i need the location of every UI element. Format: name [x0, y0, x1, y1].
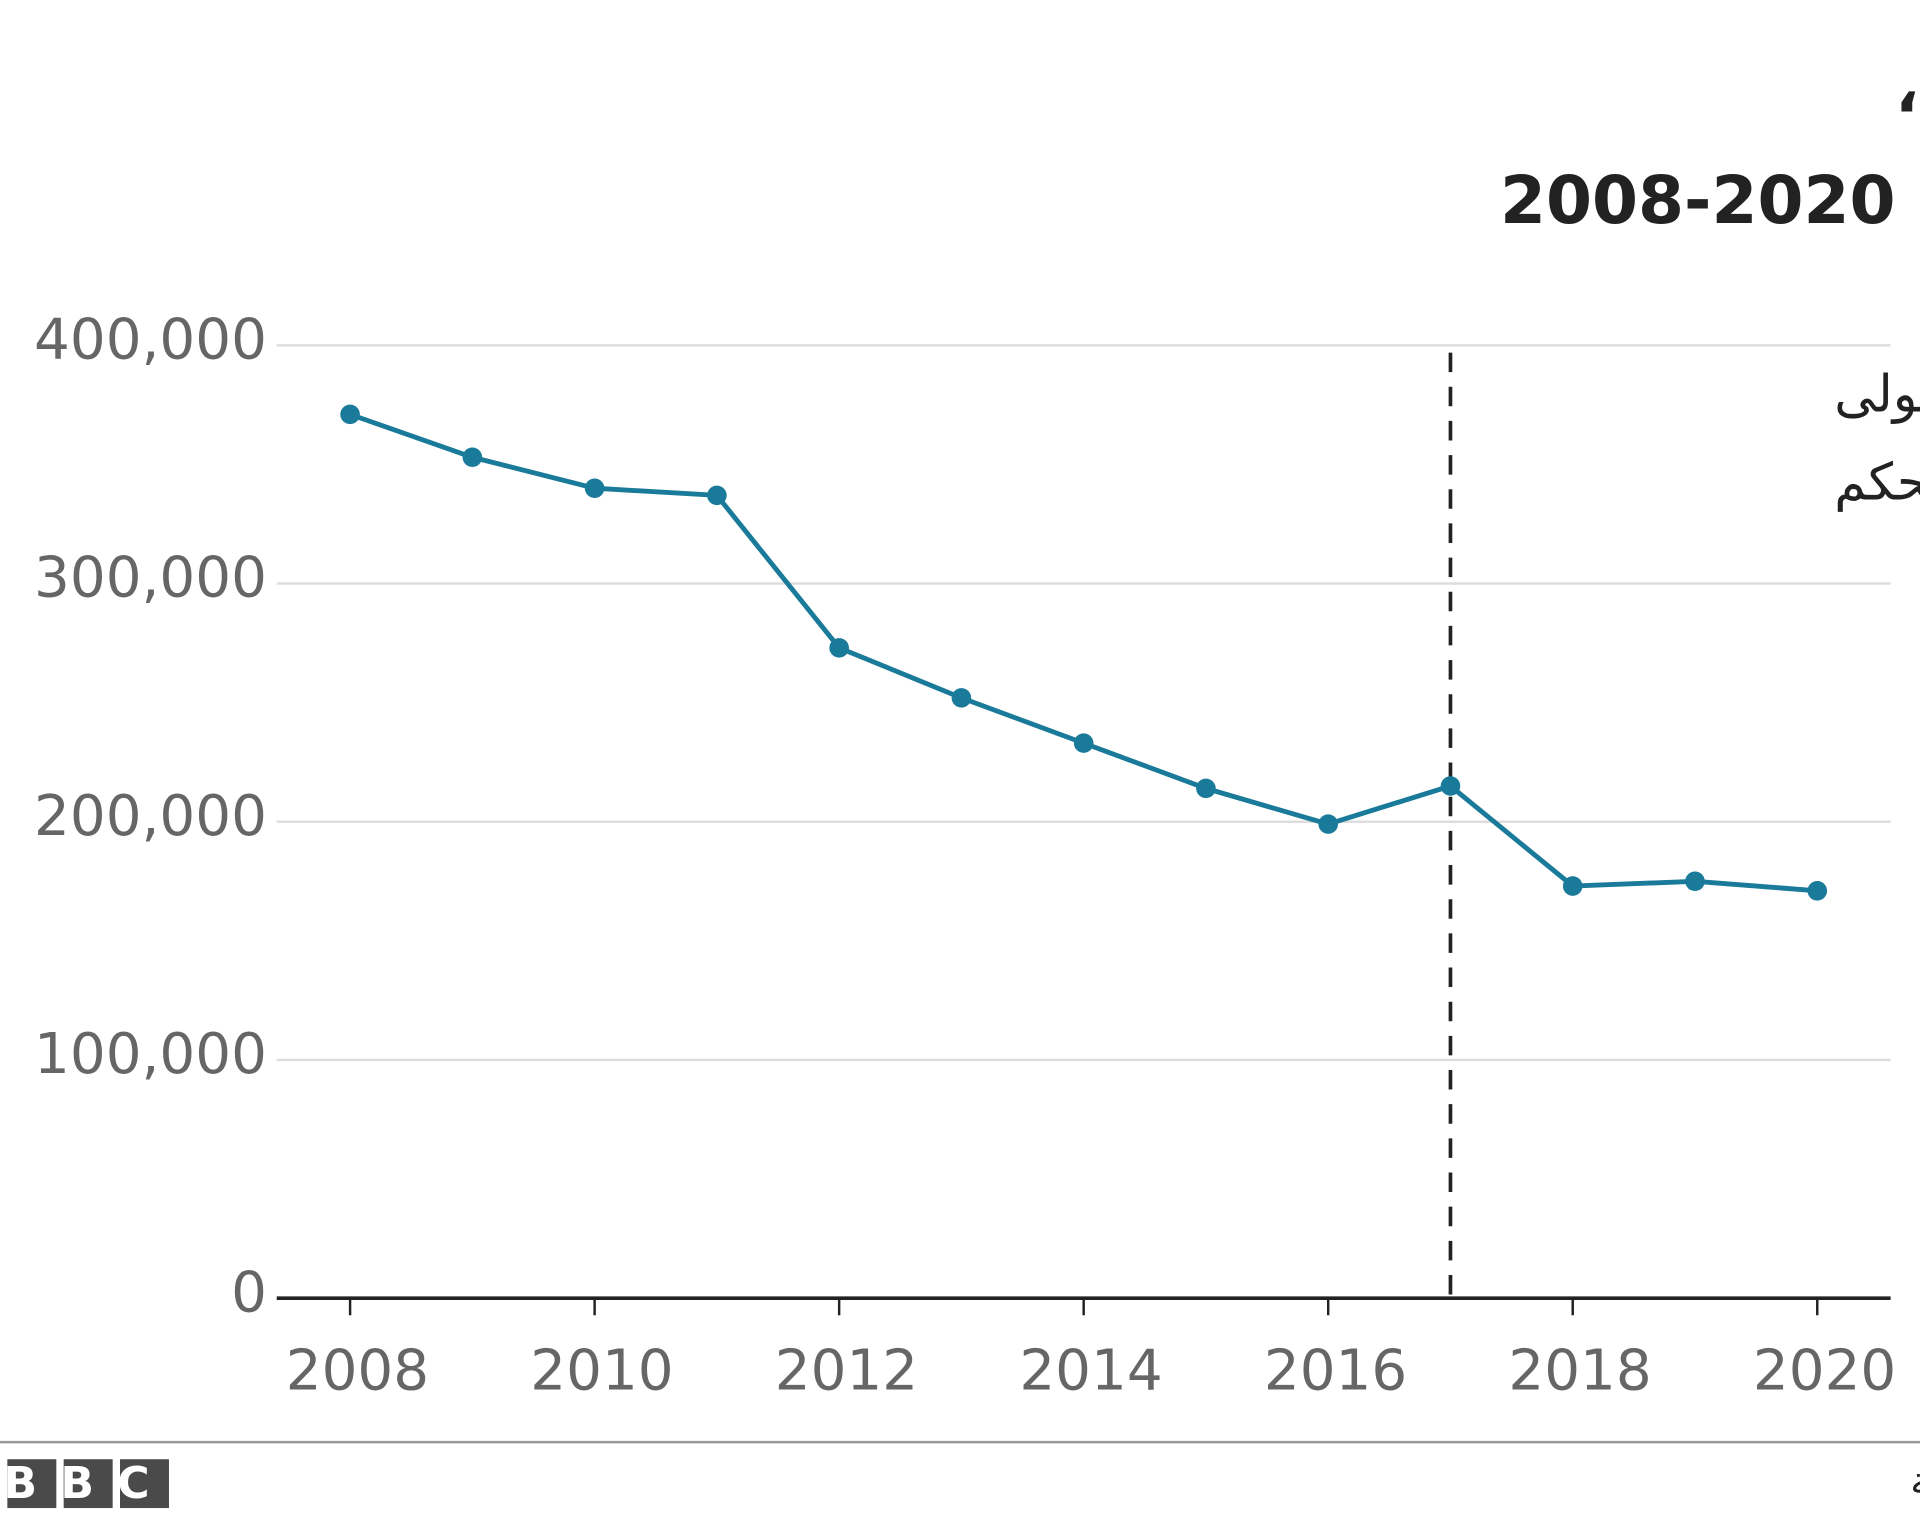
x-tick-label: 2012 — [775, 1339, 918, 1404]
data-point — [1318, 814, 1338, 834]
data-point — [462, 447, 483, 468]
annotation-text: ترامب يتولى — [1834, 365, 1920, 425]
data-point — [584, 478, 605, 498]
chart-title-line: 2008-2020 — [1500, 162, 1895, 239]
x-tick-label: 2010 — [530, 1339, 673, 1404]
annotation-text: مقاليد الحكم — [1834, 453, 1920, 513]
data-point — [951, 688, 972, 708]
x-tick-label: 2008 — [286, 1339, 429, 1404]
source: المصدر: وزارة الدفاع الأمريكية — [1910, 1456, 1920, 1504]
data-point — [707, 485, 727, 506]
x-tick-label: 2018 — [1508, 1339, 1651, 1404]
chart-title-line: عدد العسكريين الأمريكيين المتمركزين في ا… — [1896, 55, 1920, 127]
logo-box — [120, 1459, 169, 1509]
y-tick-label: 0 — [231, 1260, 267, 1325]
data-point — [340, 404, 360, 425]
data-point — [1685, 871, 1705, 892]
x-tick-label: 2016 — [1264, 1339, 1407, 1404]
y-tick-label: 400,000 — [34, 308, 267, 373]
logo-box — [63, 1459, 113, 1509]
logo-text: BBC — [3, 1458, 172, 1509]
x-tick-label: 2020 — [1753, 1339, 1896, 1404]
logo-box — [7, 1459, 57, 1509]
data-point — [1196, 778, 1216, 799]
data-point — [1562, 876, 1583, 896]
data-point — [1440, 776, 1461, 796]
logo: BBC — [3, 1458, 172, 1509]
data-point — [829, 638, 849, 658]
y-tick-label: 200,000 — [34, 784, 267, 849]
data-point — [1807, 881, 1828, 901]
data-point — [1073, 733, 1094, 753]
series-line — [349, 412, 1818, 894]
y-tick-label: 300,000 — [34, 546, 267, 611]
y-tick-label: 100,000 — [34, 1022, 267, 1087]
x-tick-label: 2014 — [1019, 1339, 1162, 1404]
